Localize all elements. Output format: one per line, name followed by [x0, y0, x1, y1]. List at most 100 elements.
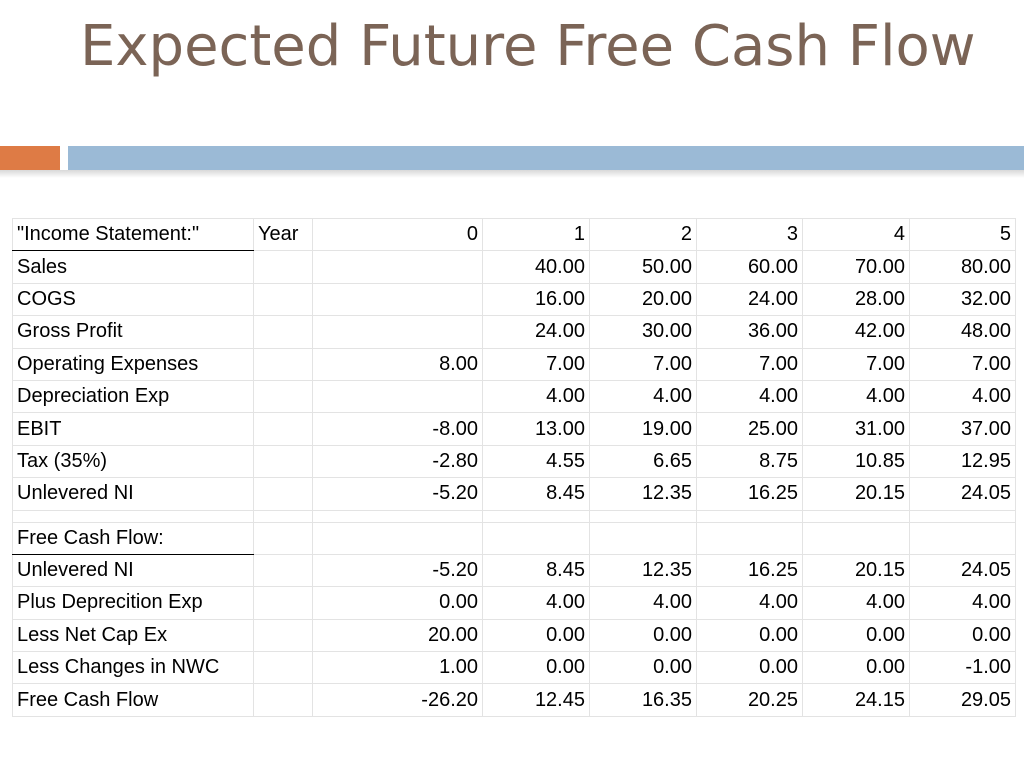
- value-cell: 4.00: [696, 379, 803, 414]
- value-cell: 7.00: [696, 347, 803, 381]
- value-cell: 48.00: [909, 315, 1016, 349]
- value-cell: 36.00: [696, 315, 803, 349]
- value-cell: 4.00: [589, 379, 697, 414]
- empty-cell: [312, 521, 483, 555]
- value-cell: 4.00: [802, 586, 910, 620]
- value-cell: 20.25: [696, 683, 803, 717]
- value-cell: 24.00: [696, 282, 803, 317]
- row-label: Unlevered NI: [12, 553, 254, 588]
- value-cell: 0.00: [482, 618, 590, 653]
- cash-flow-table: "Income Statement:" Year 0 1 2 3 4 5 Sal…: [12, 217, 1016, 717]
- value-cell: 0.00: [312, 586, 483, 620]
- value-cell: 25.00: [696, 412, 803, 446]
- value-cell: 20.00: [589, 282, 697, 317]
- value-cell: 60.00: [696, 250, 803, 284]
- value-cell: 20.00: [312, 618, 483, 653]
- row-label: Gross Profit: [12, 315, 254, 349]
- row-label: Less Net Cap Ex: [12, 618, 254, 653]
- value-cell: 8.45: [482, 477, 590, 511]
- fcf-section-header: Free Cash Flow:: [12, 521, 254, 555]
- empty-cell: [312, 509, 483, 523]
- empty-cell: [253, 683, 313, 717]
- value-cell: 0.00: [589, 618, 697, 653]
- row-label: Free Cash Flow: [12, 683, 254, 717]
- value-cell: 1.00: [312, 651, 483, 685]
- year-cell: 5: [909, 217, 1016, 252]
- value-cell: 28.00: [802, 282, 910, 317]
- table-header-row: "Income Statement:" Year 0 1 2 3 4 5: [12, 217, 1016, 252]
- value-cell: 80.00: [909, 250, 1016, 284]
- empty-cell: [253, 477, 313, 511]
- year-cell: 2: [589, 217, 697, 252]
- table-row: Unlevered NI -5.20 8.45 12.35 16.25 20.15 24.0…: [12, 553, 1016, 588]
- value-cell: 30.00: [589, 315, 697, 349]
- value-cell: 7.00: [482, 347, 590, 381]
- fcf-header-row: Free Cash Flow:: [12, 521, 1016, 555]
- row-label: Plus Deprecition Exp: [12, 586, 254, 620]
- year-label: Year: [253, 217, 313, 252]
- empty-cell: [253, 412, 313, 446]
- slide-title: Expected Future Free Cash Flow: [80, 14, 976, 79]
- value-cell: 8.45: [482, 553, 590, 588]
- value-cell: 4.00: [909, 379, 1016, 414]
- value-cell: 0.00: [802, 651, 910, 685]
- value-cell: -1.00: [909, 651, 1016, 685]
- value-cell: 42.00: [802, 315, 910, 349]
- empty-cell: [253, 509, 313, 523]
- value-cell: 70.00: [802, 250, 910, 284]
- empty-cell: [253, 444, 313, 479]
- empty-cell: [253, 651, 313, 685]
- title-accent-bar-blue: [68, 146, 1024, 170]
- value-cell: [312, 282, 483, 317]
- table-row: Sales 40.00 50.00 60.00 70.00 80.00: [12, 250, 1016, 284]
- table-row: Free Cash Flow -26.20 12.45 16.35 20.25 24.15…: [12, 683, 1016, 717]
- row-label: Less Changes in NWC: [12, 651, 254, 685]
- empty-cell: [253, 618, 313, 653]
- empty-cell: [696, 521, 803, 555]
- title-accent-bar-orange: [0, 146, 60, 170]
- spacer-row: [12, 509, 1016, 523]
- value-cell: 0.00: [909, 618, 1016, 653]
- empty-cell: [253, 553, 313, 588]
- value-cell: 12.95: [909, 444, 1016, 479]
- empty-cell: [253, 379, 313, 414]
- empty-cell: [909, 521, 1016, 555]
- value-cell: -5.20: [312, 553, 483, 588]
- value-cell: -5.20: [312, 477, 483, 511]
- empty-cell: [589, 521, 697, 555]
- empty-cell: [253, 521, 313, 555]
- empty-cell: [802, 509, 910, 523]
- title-band-shadow: [0, 170, 1024, 178]
- empty-cell: [253, 282, 313, 317]
- empty-cell: [253, 250, 313, 284]
- value-cell: 24.05: [909, 553, 1016, 588]
- value-cell: 4.00: [909, 586, 1016, 620]
- row-label: Sales: [12, 250, 254, 284]
- table-row: Plus Deprecition Exp 0.00 4.00 4.00 4.00 4.00…: [12, 586, 1016, 620]
- empty-cell: [253, 315, 313, 349]
- value-cell: [312, 315, 483, 349]
- value-cell: 7.00: [909, 347, 1016, 381]
- value-cell: 13.00: [482, 412, 590, 446]
- table-row: EBIT -8.00 13.00 19.00 25.00 31.00 37.00: [12, 412, 1016, 446]
- year-cell: 1: [482, 217, 590, 252]
- value-cell: 4.00: [696, 586, 803, 620]
- table-row: Operating Expenses 8.00 7.00 7.00 7.00 7.00 7.…: [12, 347, 1016, 381]
- row-label: COGS: [12, 282, 254, 317]
- row-label: Unlevered NI: [12, 477, 254, 511]
- value-cell: 16.25: [696, 477, 803, 511]
- value-cell: -2.80: [312, 444, 483, 479]
- empty-cell: [482, 509, 590, 523]
- value-cell: 4.00: [802, 379, 910, 414]
- value-cell: 7.00: [589, 347, 697, 381]
- value-cell: 50.00: [589, 250, 697, 284]
- empty-cell: [909, 509, 1016, 523]
- value-cell: 0.00: [802, 618, 910, 653]
- value-cell: [312, 250, 483, 284]
- value-cell: 4.55: [482, 444, 590, 479]
- value-cell: -8.00: [312, 412, 483, 446]
- empty-cell: [253, 347, 313, 381]
- value-cell: 31.00: [802, 412, 910, 446]
- row-label: Depreciation Exp: [12, 379, 254, 414]
- value-cell: 32.00: [909, 282, 1016, 317]
